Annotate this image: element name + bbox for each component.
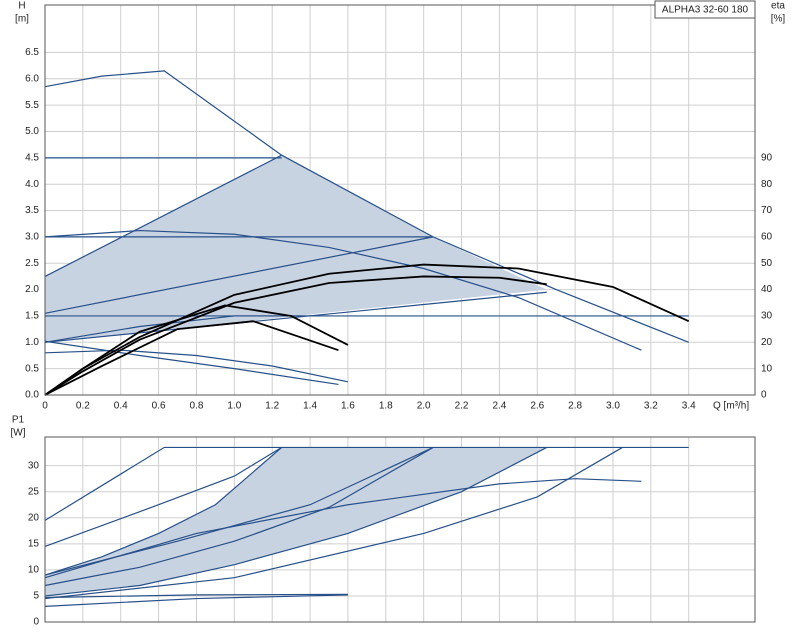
y2-tick-label: 30 (761, 311, 773, 322)
performance-curve (44, 446, 689, 521)
x-tick-label: 1.8 (379, 401, 393, 412)
performance-curve (44, 349, 349, 383)
y2-tick-label: 0 (761, 390, 767, 401)
x-tick-label: 3.4 (682, 401, 696, 412)
y-tick-label: 5 (33, 591, 39, 602)
y-axis-unit: [W] (11, 428, 26, 439)
efficiency-curve (44, 304, 349, 396)
y-tick-label: 3.0 (25, 232, 39, 243)
y2-tick-label: 70 (761, 205, 773, 216)
y-axis-unit: [m] (15, 14, 29, 25)
y-tick-label: 0 (33, 617, 39, 628)
performance-curve (44, 478, 642, 579)
y-tick-label: 5.5 (25, 100, 39, 111)
operating-range (45, 155, 547, 343)
y-tick-label: 1.0 (25, 337, 39, 348)
performance-curve (44, 446, 623, 600)
x-tick-label: 1.0 (227, 401, 241, 412)
y-tick-label: 25 (28, 486, 40, 497)
y-tick-label: 1.5 (25, 311, 39, 322)
y2-tick-label: 40 (761, 284, 773, 295)
plot-frame (44, 436, 756, 623)
efficiency-curve (44, 320, 339, 396)
y2-axis-unit: [%] (771, 14, 786, 25)
y-tick-label: 30 (28, 460, 40, 471)
x-tick-label: 2.6 (530, 401, 544, 412)
y-tick-label: 6.5 (25, 47, 39, 58)
y-tick-label: 15 (28, 538, 40, 549)
performance-curve (44, 446, 282, 548)
performance-curve (44, 236, 434, 314)
efficiency-curve (44, 263, 690, 396)
performance-curve (44, 446, 548, 597)
y2-tick-label: 60 (761, 232, 773, 243)
x-tick-label: 0 (42, 401, 48, 412)
y-tick-label: 0.0 (25, 390, 39, 401)
y-tick-label: 10 (28, 565, 40, 576)
x-tick-label: 0.2 (76, 401, 90, 412)
performance-curve (44, 229, 642, 351)
x-tick-label: 1.4 (303, 401, 317, 412)
y2-tick-label: 80 (761, 179, 773, 190)
x-tick-label: 1.6 (341, 401, 355, 412)
y-tick-label: 6.0 (25, 73, 39, 84)
y-tick-label: 0.5 (25, 363, 39, 374)
x-tick-label: 2.2 (455, 401, 469, 412)
x-tick-label: 0.6 (152, 401, 166, 412)
y-tick-label: 20 (28, 512, 40, 523)
chart-title: ALPHA3 32-60 180 (662, 5, 749, 16)
y-tick-label: 2.5 (25, 258, 39, 269)
y-axis-label: P1 (12, 415, 25, 426)
x-tick-label: 2.0 (417, 401, 431, 412)
y-tick-label: 3.5 (25, 205, 39, 216)
y-tick-label: 4.5 (25, 152, 39, 163)
y2-tick-label: 50 (761, 258, 773, 269)
x-tick-label: 2.8 (568, 401, 582, 412)
y2-tick-label: 90 (761, 152, 773, 163)
x-axis-label: Q [m³/h] (713, 401, 749, 412)
x-tick-label: 3.2 (644, 401, 658, 412)
title-box (654, 0, 756, 19)
performance-curve (44, 446, 434, 587)
y2-tick-label: 10 (761, 363, 773, 374)
x-tick-label: 2.4 (492, 401, 506, 412)
performance-curve (44, 340, 339, 386)
efficiency-curve (44, 275, 547, 396)
performance-curve (44, 446, 283, 576)
x-tick-label: 1.2 (265, 401, 279, 412)
y-tick-label: 2.0 (25, 284, 39, 295)
x-tick-label: 0.4 (114, 401, 128, 412)
y2-axis-label: eta (771, 1, 785, 12)
y-tick-label: 4.0 (25, 179, 39, 190)
plot-frame (44, 4, 756, 396)
y2-tick-label: 20 (761, 337, 773, 348)
performance-curve (44, 154, 282, 277)
y-tick-label: 5.0 (25, 126, 39, 137)
y-axis-label: H (18, 1, 25, 12)
performance-curve (44, 291, 547, 343)
x-tick-label: 3.0 (606, 401, 620, 412)
performance-curve (44, 594, 348, 607)
performance-curve (44, 70, 689, 343)
x-tick-label: 0.8 (190, 401, 204, 412)
performance-curve (44, 593, 348, 599)
